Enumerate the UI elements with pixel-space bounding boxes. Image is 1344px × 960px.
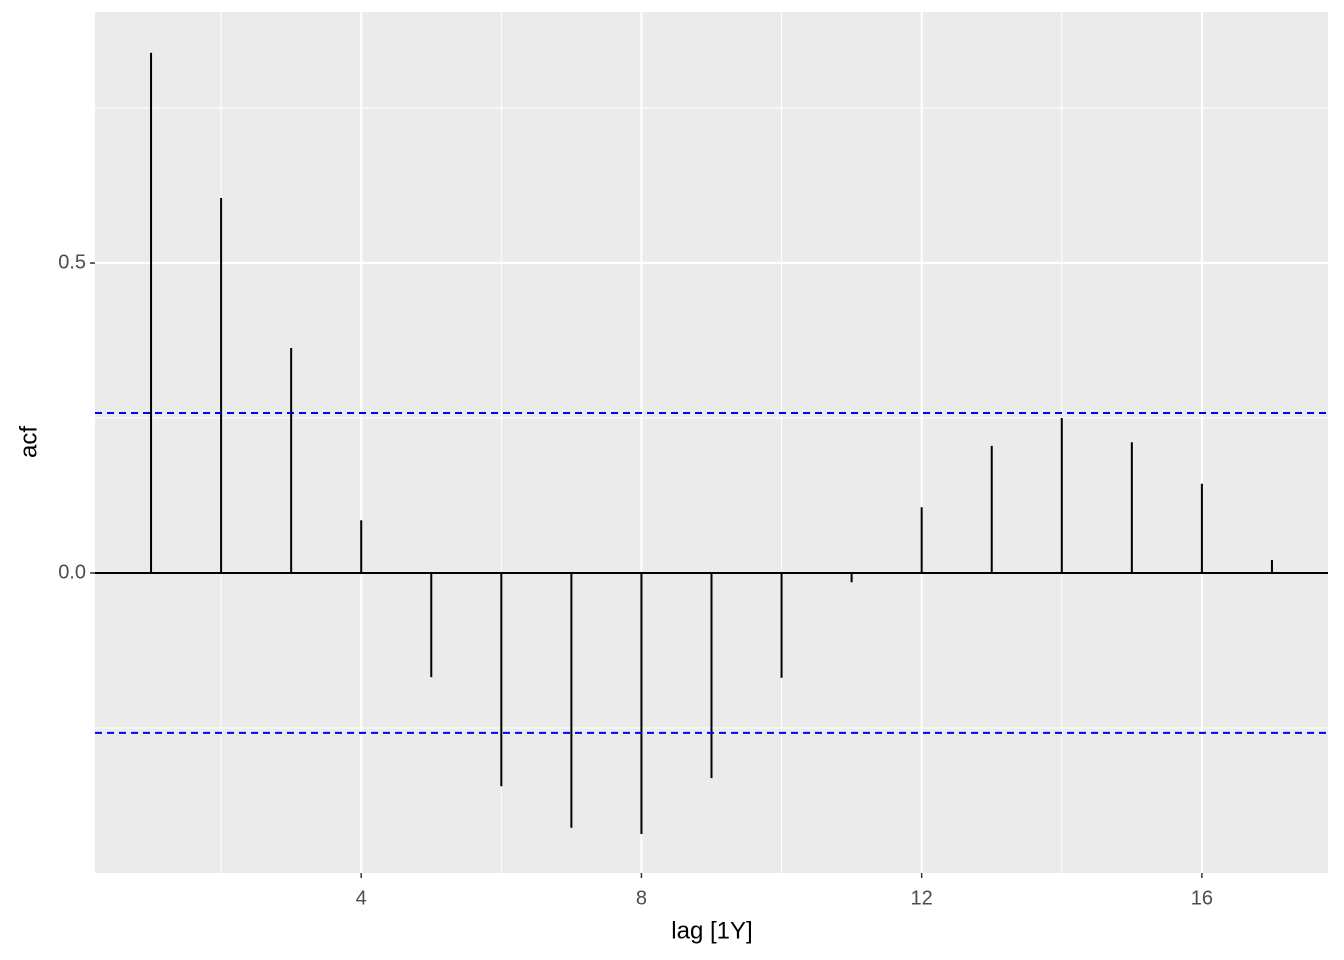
x-axis-title: lag [1Y]	[671, 917, 752, 944]
y-tick-label: 0.0	[58, 561, 86, 583]
x-tick-label: 16	[1191, 887, 1213, 909]
y-tick-label: 0.5	[58, 251, 86, 273]
y-axis-title: acf	[15, 426, 42, 458]
x-tick-label: 4	[356, 887, 367, 909]
x-tick-label: 12	[911, 887, 933, 909]
x-tick-label: 8	[636, 887, 647, 909]
